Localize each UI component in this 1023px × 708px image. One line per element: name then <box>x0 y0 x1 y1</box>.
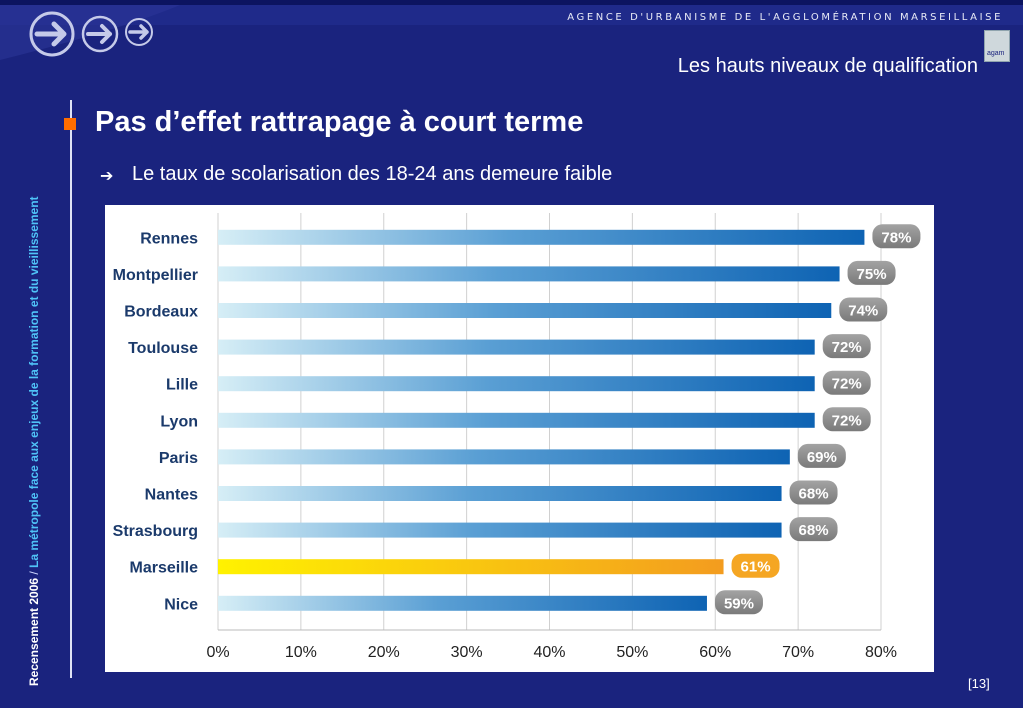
value-label: 61% <box>741 559 771 576</box>
bar <box>218 376 815 392</box>
header-decoration <box>0 5 1023 60</box>
x-tick-label: 0% <box>206 644 229 661</box>
value-pill <box>822 370 871 395</box>
x-tick-label: 80% <box>865 644 897 661</box>
agency-name: AGENCE D'URBANISME DE L'AGGLOMÉRATION MA… <box>567 12 1003 23</box>
chart-container: 0% 10% 20% 30% 40% 50% 60% 70% 80% Rennes 78% Montp… <box>105 205 934 672</box>
value-pill <box>822 334 871 359</box>
bar <box>218 486 782 501</box>
value-label: 72% <box>832 339 862 356</box>
category-label: Lyon <box>160 413 198 430</box>
x-tick-label: 50% <box>616 644 648 661</box>
x-tick-label: 40% <box>533 644 565 661</box>
x-tick-label: 70% <box>782 644 814 661</box>
bar-chart: 0% 10% 20% 30% 40% 50% 60% 70% 80% Rennes 78% Montp… <box>113 213 921 661</box>
value-label: 72% <box>832 412 862 429</box>
value-pill <box>839 297 888 322</box>
value-pill <box>822 407 871 432</box>
value-label: 68% <box>799 522 829 539</box>
bar <box>218 266 840 282</box>
x-tick-label: 30% <box>451 644 483 661</box>
value-pill <box>714 590 763 615</box>
category-label: Nice <box>164 596 198 613</box>
value-label: 78% <box>881 229 911 246</box>
bar <box>218 303 832 318</box>
forward-arrow-icon <box>81 15 119 53</box>
value-pill <box>731 553 780 578</box>
bar <box>218 522 782 538</box>
section-title: Les hauts niveaux de qualification <box>677 55 978 77</box>
category-label: Montpellier <box>113 267 198 284</box>
bar-highlight <box>218 559 724 575</box>
category-label: Paris <box>159 450 198 467</box>
value-pill <box>797 443 846 468</box>
forward-arrow-icon <box>29 11 75 57</box>
category-label: Strasbourg <box>113 523 198 540</box>
arrow-bullet-icon: ➔ <box>100 168 114 185</box>
value-label: 68% <box>799 486 829 503</box>
side-caption: Recensement 2006 / La métropole face aux… <box>26 156 42 686</box>
title-bullet-square <box>64 118 76 130</box>
x-tick-label: 20% <box>368 644 400 661</box>
value-label: 74% <box>848 303 878 320</box>
category-label: Bordeaux <box>124 304 198 321</box>
category-label: Rennes <box>140 230 198 247</box>
slide-title: Pas d’effet rattrapage à court terme <box>95 106 584 138</box>
bar <box>218 595 707 611</box>
side-caption-main: Recensement 2006 <box>27 577 41 686</box>
category-label: Lille <box>166 377 198 394</box>
x-tick-label: 10% <box>285 644 317 661</box>
bar <box>218 339 815 355</box>
value-label: 59% <box>724 595 754 612</box>
category-label: Marseille <box>130 560 199 577</box>
forward-arrow-icon <box>125 18 153 46</box>
value-pill <box>847 260 896 285</box>
value-pill <box>789 517 838 542</box>
value-label: 69% <box>807 449 837 466</box>
category-label: Toulouse <box>128 340 198 357</box>
value-label: 75% <box>857 266 887 283</box>
agam-logo: agam <box>984 30 1010 62</box>
side-caption-separator: / <box>27 567 41 578</box>
side-caption-sub: La métropole face aux enjeux de la forma… <box>27 196 41 568</box>
vertical-divider <box>70 100 72 678</box>
slide-bullet-text: Le taux de scolarisation des 18-24 ans d… <box>132 163 613 185</box>
bar <box>218 449 790 465</box>
value-pill <box>872 224 921 249</box>
category-label: Nantes <box>145 487 198 504</box>
value-pill <box>789 480 838 505</box>
top-band <box>0 0 1023 5</box>
bar <box>218 412 815 428</box>
logo-text: agam <box>987 50 1005 57</box>
page-number: [13] <box>968 676 990 691</box>
value-label: 72% <box>832 376 862 393</box>
x-tick-label: 60% <box>699 644 731 661</box>
bar <box>218 229 865 245</box>
